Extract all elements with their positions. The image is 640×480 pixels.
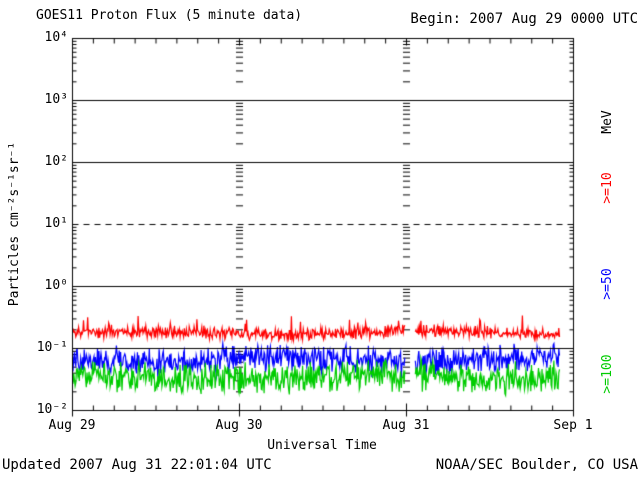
y-axis-label: Particles cm⁻²s⁻¹sr⁻¹ [7, 141, 22, 307]
legend-label-ge100: >=100 [600, 354, 615, 394]
y-axis-tick-label: 10⁻² [36, 402, 68, 417]
y-axis-tick-label: 10⁰ [44, 278, 68, 293]
begin-timestamp: Begin: 2007 Aug 29 0000 UTC [410, 11, 638, 27]
y-axis-tick-label: 10⁻¹ [36, 340, 68, 355]
legend-label-ge10: >=10 [600, 172, 615, 204]
x-axis-tick-label: Sep 1 [553, 418, 593, 433]
y-axis-tick-label: 10³ [44, 92, 68, 107]
legend-label-ge50: >=50 [600, 268, 615, 300]
right-axis-unit-label: MeV [600, 110, 615, 134]
updated-timestamp: Updated 2007 Aug 31 22:01:04 UTC [2, 457, 272, 473]
y-axis-tick-label: 10⁴ [44, 30, 68, 45]
chart-title: GOES11 Proton Flux (5 minute data) [36, 8, 303, 23]
y-axis-tick-label: 10¹ [44, 216, 68, 231]
x-axis-tick-label: Aug 29 [48, 418, 96, 433]
data-source: NOAA/SEC Boulder, CO USA [435, 457, 638, 473]
x-axis-tick-label: Aug 30 [215, 418, 263, 433]
x-axis-tick-label: Aug 31 [382, 418, 430, 433]
x-axis-label: Universal Time [267, 438, 377, 453]
y-axis-tick-label: 10² [44, 154, 68, 169]
